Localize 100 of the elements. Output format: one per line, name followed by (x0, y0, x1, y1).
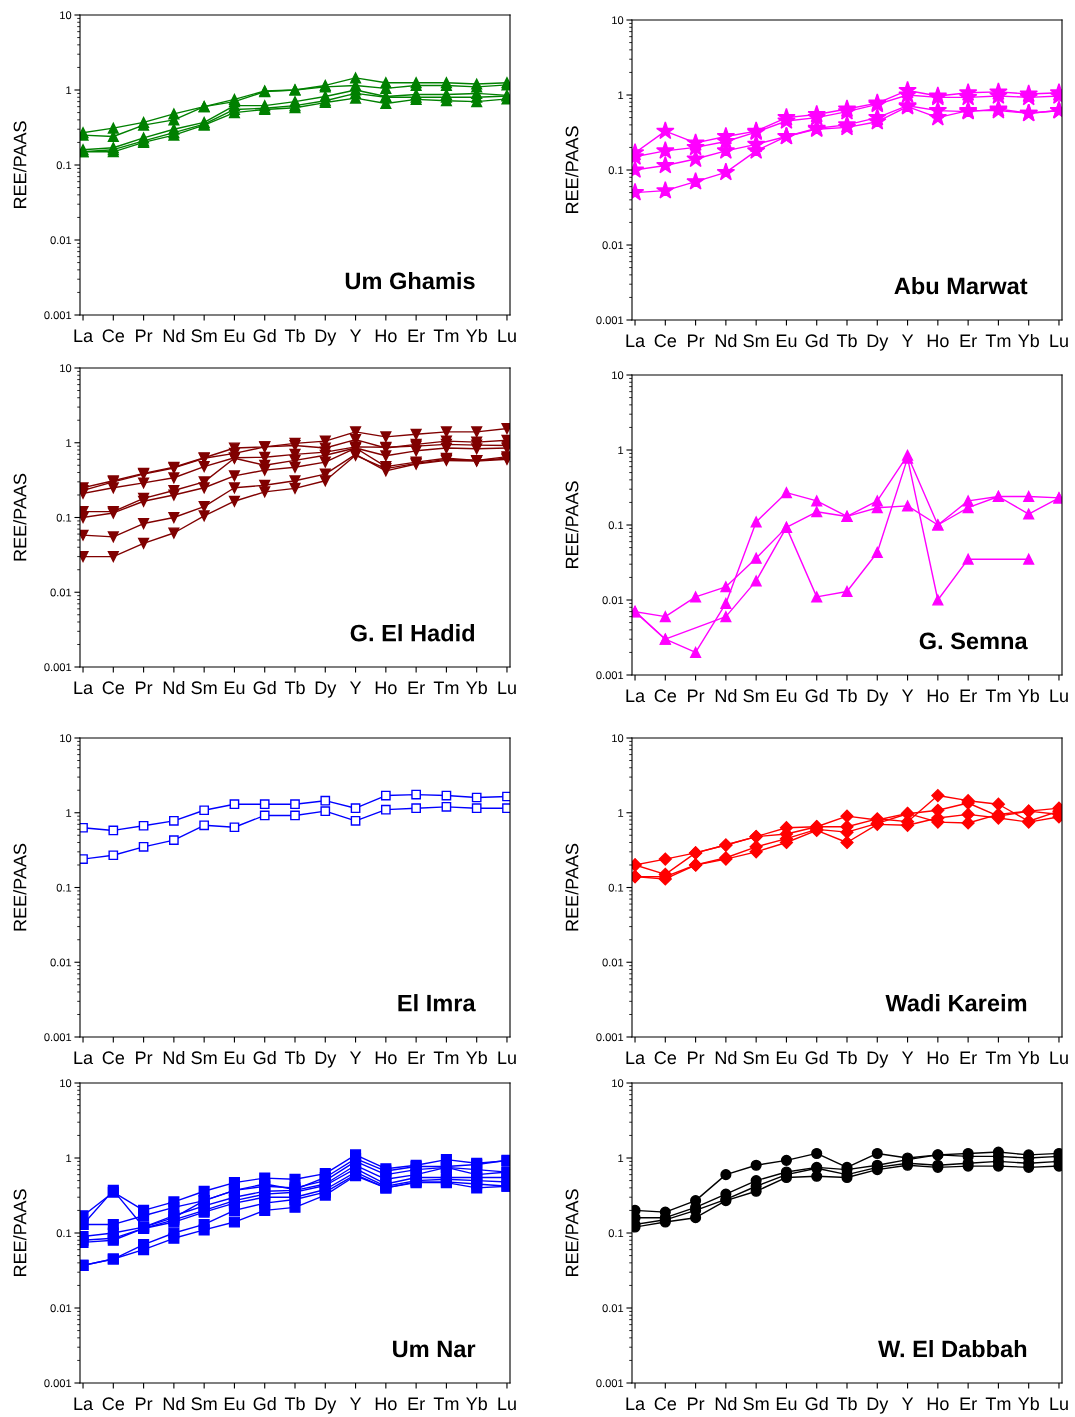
y-axis-title: REE/PAAS (565, 1189, 579, 1277)
x-tick-label: Yb (1018, 1050, 1039, 1065)
y-axis-title: REE/PAAS (565, 126, 579, 214)
y-tick-label: 1 (618, 1154, 624, 1163)
x-tick-label: Tm (985, 689, 1011, 702)
x-tick-label: Y (901, 689, 914, 702)
x-tick-label: Yb (1018, 688, 1039, 703)
x-tick-label: Gd (805, 1050, 828, 1065)
x-tick-label: Tb (284, 680, 305, 695)
x-tick-label: Gd (805, 333, 828, 348)
y-tick-label: 0.01 (50, 1304, 72, 1313)
y-tick-label: 0.1 (608, 883, 624, 892)
x-tick-label: Nd (715, 688, 737, 703)
x-tick-label: Ho (927, 334, 949, 348)
x-tick-label: Lu (1050, 1397, 1068, 1411)
x-tick-label: La (74, 681, 94, 695)
x-tick-label: Yb (1018, 333, 1039, 348)
x-tick-label: Eu (776, 1397, 797, 1411)
x-tick-label: Ce (654, 1051, 677, 1065)
x-tick-label: Tm (433, 681, 459, 694)
x-tick-label: Gd (805, 1396, 828, 1411)
y-tick-label: 1 (66, 439, 72, 447)
x-tick-label: Lu (498, 329, 516, 343)
x-tick-label: Ce (102, 1397, 125, 1411)
x-tick-label: Sm (191, 329, 217, 343)
y-tick-label: 0.001 (596, 316, 624, 325)
x-tick-label: Eu (224, 329, 245, 343)
x-tick-label: Gd (253, 680, 276, 695)
x-tick-label: Yb (466, 328, 487, 343)
y-tick-label: 10 (60, 364, 72, 373)
y-axis-title: REE/PAAS (13, 473, 27, 561)
y-axis-title: REE/PAAS (565, 481, 579, 569)
x-tick-label: Dy (867, 334, 889, 351)
x-tick-label: Ho (375, 1051, 397, 1065)
x-tick-label: Tm (985, 1397, 1011, 1410)
x-tick-label: Dy (315, 1051, 337, 1068)
x-tick-label: Er (408, 1051, 425, 1064)
x-tick-label: Ce (102, 329, 125, 343)
y-tick-label: 0.01 (602, 596, 624, 605)
x-tick-label: Eu (776, 1051, 797, 1065)
x-tick-label: Tb (284, 1396, 305, 1411)
x-tick-label: Pr (688, 1397, 705, 1410)
text: G. El Hadid (350, 624, 475, 642)
y-tick-label: 1 (618, 91, 624, 100)
x-tick-label: Ce (654, 1397, 677, 1411)
x-tick-label: Tm (433, 1051, 459, 1064)
x-tick-label: Eu (224, 1397, 245, 1411)
y-tick-label: 10 (612, 16, 624, 25)
y-tick-label: 0.01 (602, 958, 624, 967)
x-tick-label: La (626, 334, 646, 348)
x-tick-label: Pr (136, 1051, 153, 1064)
x-tick-label: Tb (836, 688, 857, 703)
x-tick-label: Eu (776, 689, 797, 703)
y-tick-label: 0.01 (50, 958, 72, 967)
x-tick-label: Y (901, 334, 914, 347)
y-tick-label: 0.001 (44, 1379, 72, 1388)
x-tick-label: Dy (867, 1397, 889, 1414)
y-axis-title: REE/PAAS (13, 121, 27, 209)
x-tick-label: La (626, 689, 646, 703)
y-tick-label: 0.1 (608, 521, 624, 530)
x-tick-label: Nd (163, 328, 185, 343)
x-tick-label: Y (901, 1397, 914, 1410)
x-tick-label: Pr (136, 329, 153, 342)
x-tick-label: Nd (715, 1050, 737, 1065)
x-tick-label: Sm (743, 334, 769, 348)
y-tick-label: 0.1 (56, 161, 72, 170)
x-tick-label: Dy (867, 1051, 889, 1068)
x-tick-label: La (74, 1397, 94, 1411)
x-tick-label: Pr (688, 1051, 705, 1064)
x-tick-label: Y (901, 1051, 914, 1064)
y-tick-label: 0.001 (596, 671, 624, 680)
x-tick-label: La (74, 329, 94, 343)
x-tick-label: Ho (375, 329, 397, 343)
y-axis-title: REE/PAAS (565, 843, 579, 931)
x-tick-label: Sm (191, 1051, 217, 1065)
x-tick-label: Sm (743, 1051, 769, 1065)
y-tick-label: 0.001 (596, 1379, 624, 1388)
x-tick-label: Nd (163, 1050, 185, 1065)
y-tick-label: 10 (612, 1079, 624, 1088)
x-tick-label: Pr (688, 689, 705, 702)
x-tick-label: La (74, 1051, 94, 1065)
x-tick-label: Dy (867, 689, 889, 706)
x-tick-label: Y (349, 1051, 362, 1064)
y-tick-label: 1 (66, 1154, 72, 1163)
text: Um Ghamis (345, 271, 475, 290)
y-tick-label: 0.1 (56, 883, 72, 892)
y-tick-label: 1 (618, 809, 624, 817)
x-tick-label: Tm (433, 1397, 459, 1410)
x-tick-label: Er (408, 329, 425, 342)
y-tick-label: 1 (66, 86, 72, 95)
x-tick-label: Gd (805, 688, 828, 703)
x-tick-label: Sm (743, 1397, 769, 1411)
x-tick-label: Sm (191, 681, 217, 695)
y-axis-title: REE/PAAS (13, 1189, 27, 1277)
x-tick-label: Eu (224, 1051, 245, 1065)
x-tick-label: Lu (498, 1051, 516, 1065)
x-tick-label: Er (960, 1397, 977, 1410)
y-tick-label: 10 (60, 734, 72, 743)
x-tick-label: Ho (927, 1051, 949, 1065)
y-tick-label: 0.01 (50, 588, 72, 597)
